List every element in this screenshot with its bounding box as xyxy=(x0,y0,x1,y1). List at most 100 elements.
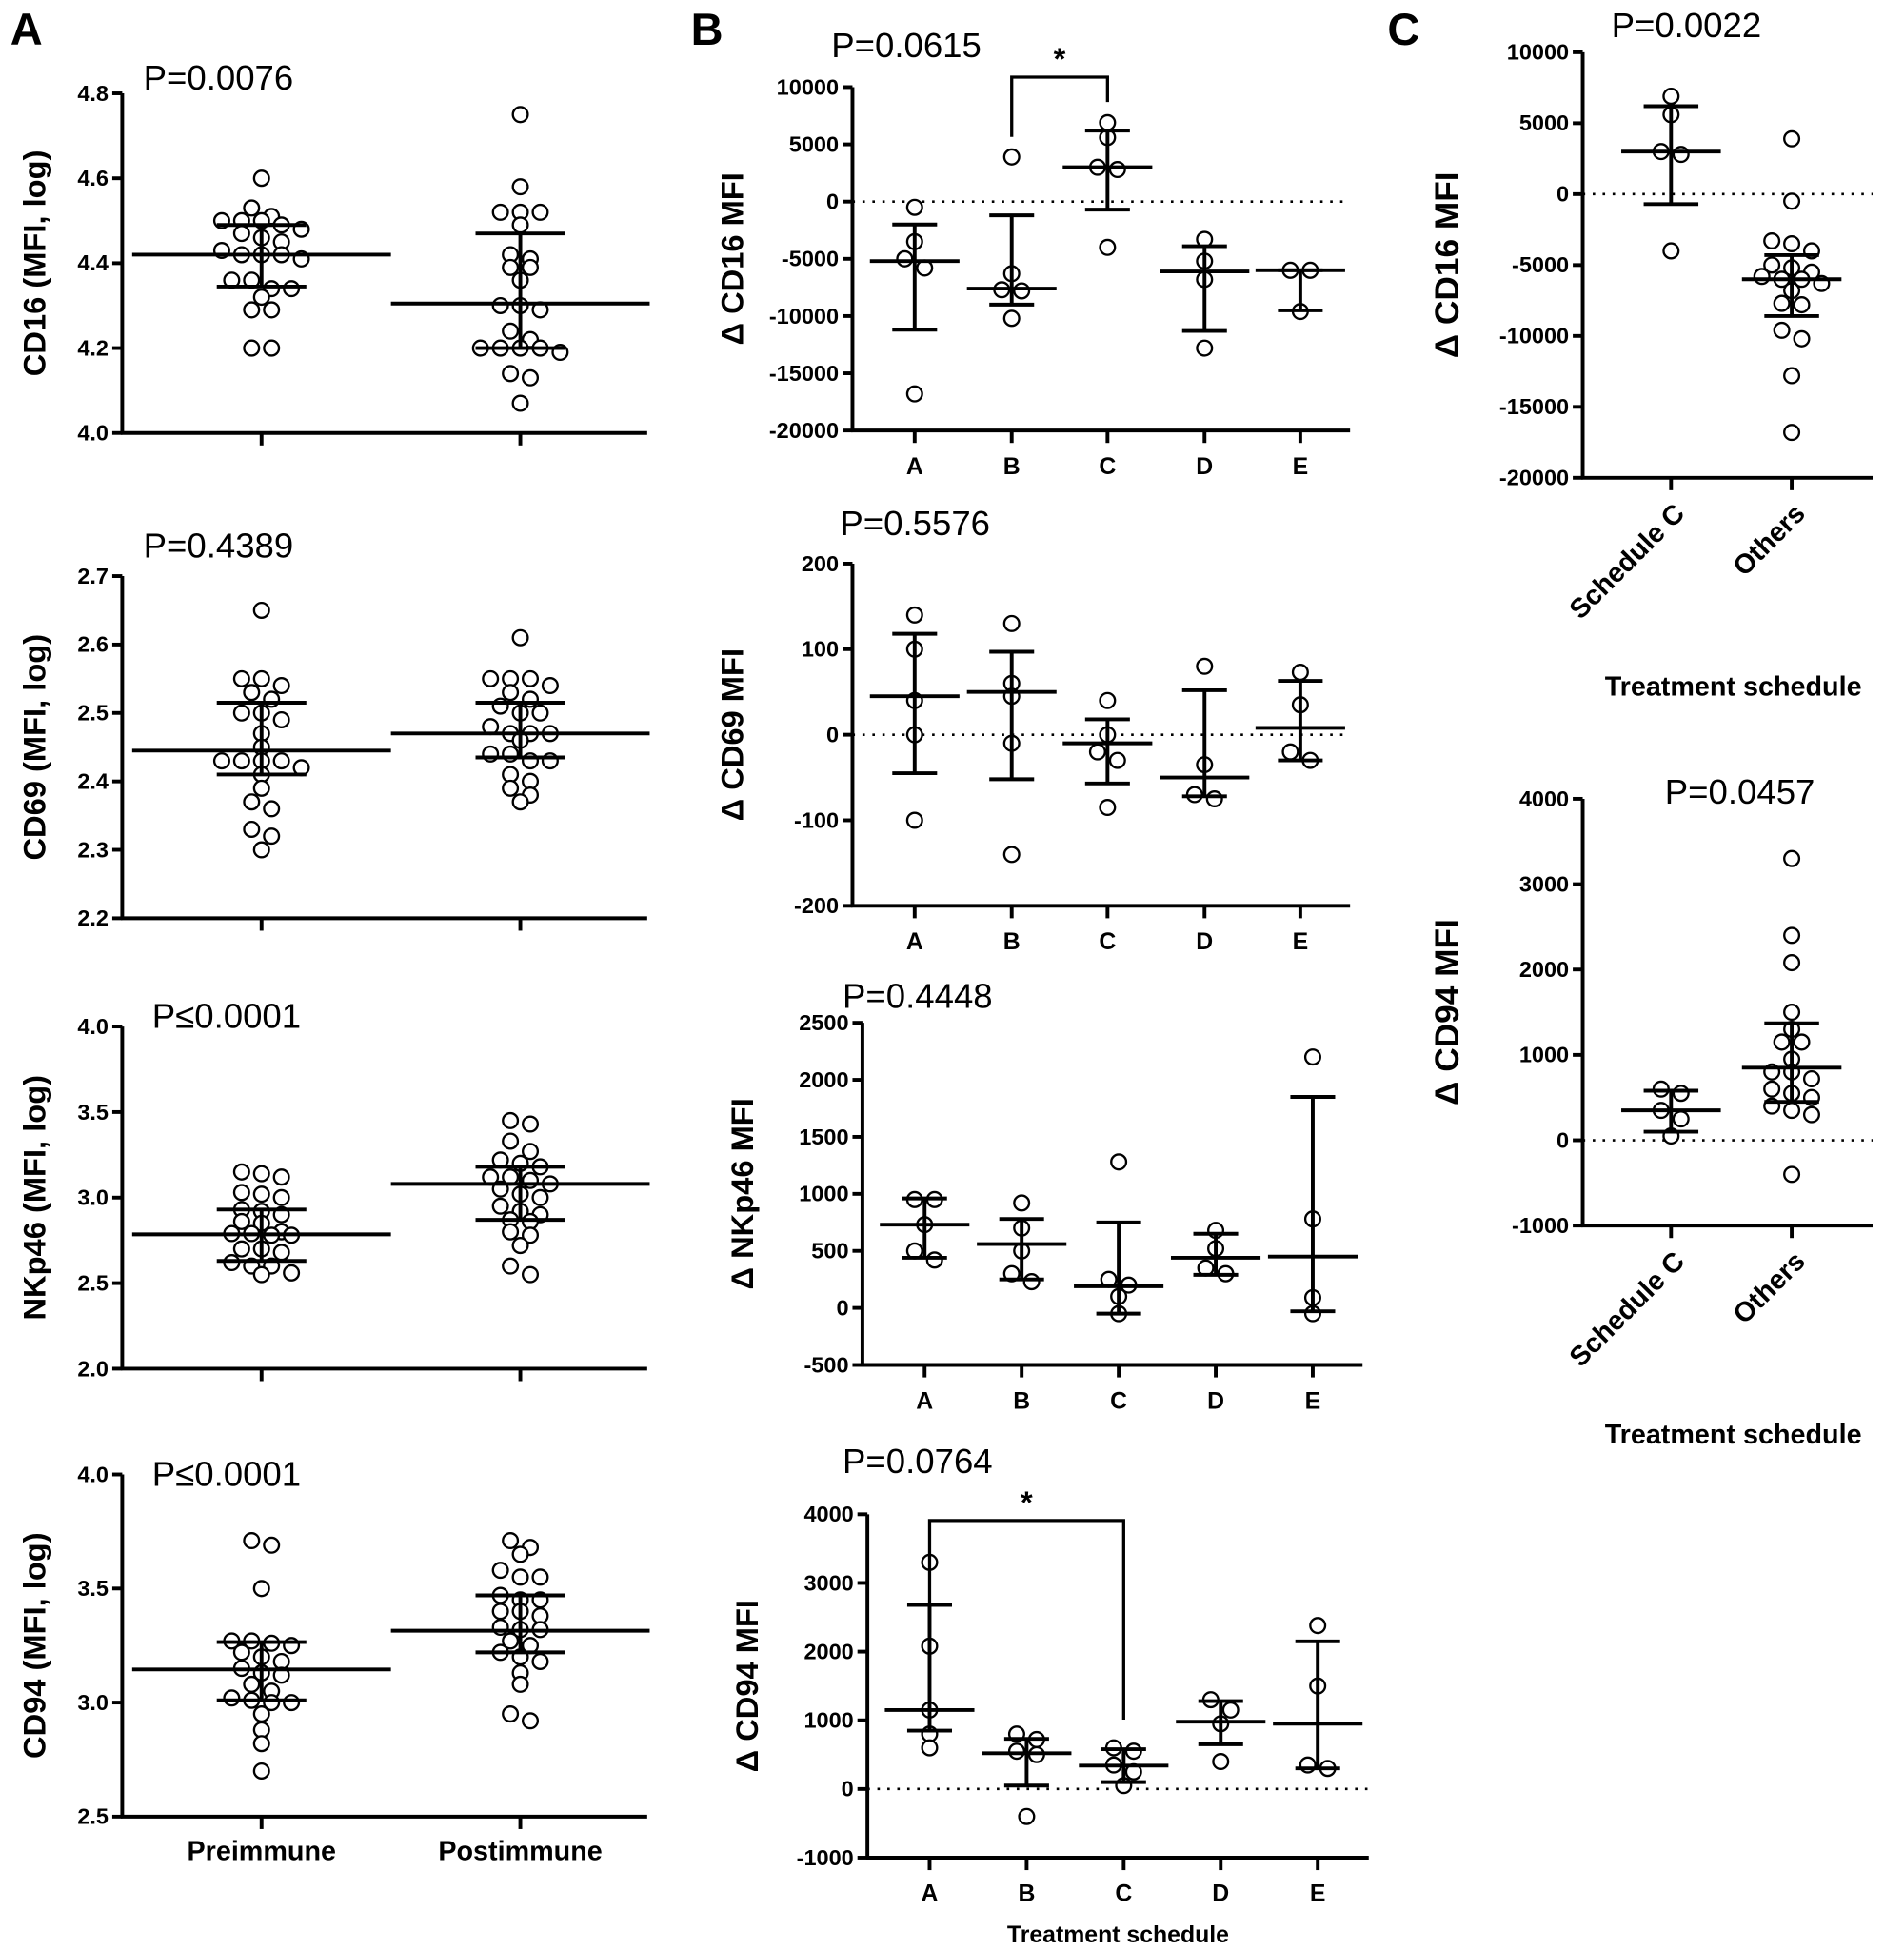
data-point xyxy=(283,1694,301,1712)
data-point xyxy=(252,1705,270,1723)
category-label: C xyxy=(1099,454,1116,480)
data-point xyxy=(252,1735,270,1753)
y-tick-label: -5000 xyxy=(1512,252,1569,277)
data-group xyxy=(1273,1617,1363,1778)
data-group xyxy=(1741,129,1842,442)
data-point xyxy=(521,1226,540,1244)
y-axis-title: Δ CD16 MFI xyxy=(714,172,749,345)
data-group xyxy=(131,601,391,859)
data-point xyxy=(243,301,261,319)
data-point xyxy=(502,1257,520,1275)
data-point xyxy=(1793,296,1811,314)
data-point xyxy=(1783,1102,1801,1120)
data-point xyxy=(511,106,529,124)
chart-panel-a2: 2.2 2.3 2.4 2.5 2.6 2.7 CD69 (MFI, log) P=0.438… xyxy=(16,526,650,931)
p-value-label: P=0.5576 xyxy=(840,504,990,543)
data-point xyxy=(252,1165,270,1183)
category-label: D xyxy=(1207,1388,1224,1414)
data-point xyxy=(925,1251,943,1269)
category-label: Preimmune xyxy=(187,1837,336,1867)
data-point xyxy=(1018,1807,1036,1825)
y-tick-label: 2.6 xyxy=(77,632,109,657)
significance-star: * xyxy=(1054,41,1066,76)
data-point xyxy=(1763,256,1781,274)
data-group xyxy=(1160,657,1250,808)
data-group xyxy=(390,1531,650,1730)
data-point xyxy=(1793,329,1811,348)
category-label: B xyxy=(1003,929,1021,955)
p-value-label: P=0.0076 xyxy=(144,58,294,97)
data-group xyxy=(131,1531,391,1780)
category-label: A xyxy=(916,1388,933,1414)
data-point xyxy=(212,752,230,770)
y-tick-label: 4000 xyxy=(803,1502,853,1526)
data-group xyxy=(880,1190,970,1269)
data-point xyxy=(521,1265,540,1284)
y-tick-label: 2500 xyxy=(799,1010,848,1035)
y-tick-label: 2.4 xyxy=(77,768,109,793)
category-label: D xyxy=(1196,454,1213,480)
category-label: B xyxy=(1003,454,1021,480)
y-axis-title: CD16 (MFI, log) xyxy=(16,150,51,377)
data-point xyxy=(232,669,250,687)
y-tick-label: 5000 xyxy=(789,131,839,156)
data-point xyxy=(1662,88,1680,106)
data-point xyxy=(1002,148,1021,166)
p-value-label: P=0.4448 xyxy=(843,976,993,1015)
data-point xyxy=(1013,282,1031,300)
y-tick-label: 100 xyxy=(802,637,839,662)
data-point xyxy=(1205,790,1223,808)
y-tick-label: 4.2 xyxy=(77,335,109,360)
data-point xyxy=(252,841,270,859)
data-point xyxy=(531,704,549,722)
data-point xyxy=(272,1188,290,1206)
y-tick-label: 4.0 xyxy=(77,1462,109,1486)
data-point xyxy=(1783,954,1801,972)
y-tick-label: -10000 xyxy=(769,304,839,328)
chart-panel-b1: -20000 -15000 -10000 -5000 0 5000 10000 Δ CD16 … xyxy=(714,26,1351,480)
p-value-label: P=0.0764 xyxy=(843,1442,993,1481)
data-point xyxy=(531,1652,549,1670)
x-axis-title: Treatment schedule xyxy=(1007,1922,1229,1948)
data-point xyxy=(1783,849,1801,867)
y-tick-label: 0 xyxy=(826,722,839,747)
y-tick-label: 3.0 xyxy=(77,1185,109,1210)
data-point xyxy=(511,216,529,234)
data-group xyxy=(869,198,960,403)
category-label: B xyxy=(1013,1388,1030,1414)
data-point xyxy=(232,1643,250,1662)
data-point xyxy=(252,669,270,687)
data-point xyxy=(1099,798,1117,817)
y-axis-title: Δ CD94 MFI xyxy=(729,1600,764,1772)
data-group xyxy=(1074,1153,1164,1323)
y-tick-label: 3.5 xyxy=(77,1100,109,1125)
category-label: D xyxy=(1212,1881,1229,1907)
data-point xyxy=(491,1197,509,1215)
data-group xyxy=(966,614,1057,864)
y-tick-label: 4.4 xyxy=(77,250,109,275)
data-point xyxy=(491,296,509,314)
data-point xyxy=(1291,664,1309,682)
data-point xyxy=(502,1223,520,1241)
data-point xyxy=(252,601,270,619)
data-point xyxy=(1672,146,1690,164)
y-tick-label: -5000 xyxy=(782,247,839,271)
data-point xyxy=(272,677,290,695)
data-point xyxy=(905,811,923,829)
data-point xyxy=(521,1143,540,1161)
y-axis-title: CD69 (MFI, log) xyxy=(16,634,51,861)
data-point xyxy=(1783,129,1801,148)
data-point xyxy=(905,606,923,624)
y-axis-title: Δ CD94 MFI xyxy=(1429,919,1466,1105)
p-value-label: P=0.0457 xyxy=(1665,772,1815,811)
data-point xyxy=(243,820,261,838)
y-axis-title: Δ NKp46 MFI xyxy=(724,1098,760,1289)
category-label: Schedule C xyxy=(1564,1246,1691,1373)
y-tick-label: -200 xyxy=(794,893,839,918)
data-point xyxy=(232,1240,250,1258)
y-tick-label: 2000 xyxy=(803,1639,853,1663)
data-group xyxy=(977,1194,1067,1291)
data-point xyxy=(511,394,529,412)
data-group xyxy=(1062,113,1153,256)
